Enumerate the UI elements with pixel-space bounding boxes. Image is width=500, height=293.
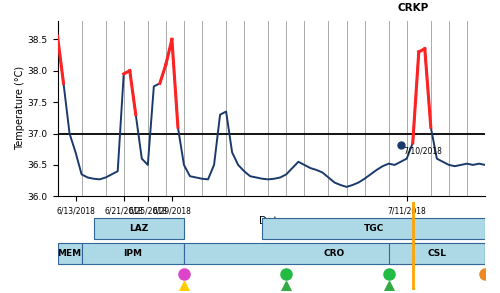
FancyBboxPatch shape xyxy=(82,243,184,264)
Text: IPM: IPM xyxy=(124,249,142,258)
Text: TGC: TGC xyxy=(364,224,384,233)
Text: 7/10/2018: 7/10/2018 xyxy=(404,146,442,156)
FancyBboxPatch shape xyxy=(388,243,485,264)
Text: LAZ: LAZ xyxy=(129,224,148,233)
X-axis label: Date: Date xyxy=(259,217,283,226)
FancyBboxPatch shape xyxy=(58,243,82,264)
FancyBboxPatch shape xyxy=(94,218,184,239)
Text: CSL: CSL xyxy=(428,249,446,258)
Text: CRKP: CRKP xyxy=(397,3,428,13)
FancyBboxPatch shape xyxy=(262,218,485,239)
Y-axis label: Temperature (°C): Temperature (°C) xyxy=(15,66,25,151)
FancyBboxPatch shape xyxy=(485,243,500,264)
Text: CRO: CRO xyxy=(324,249,345,258)
FancyBboxPatch shape xyxy=(184,243,485,264)
Text: MEM: MEM xyxy=(58,249,82,258)
